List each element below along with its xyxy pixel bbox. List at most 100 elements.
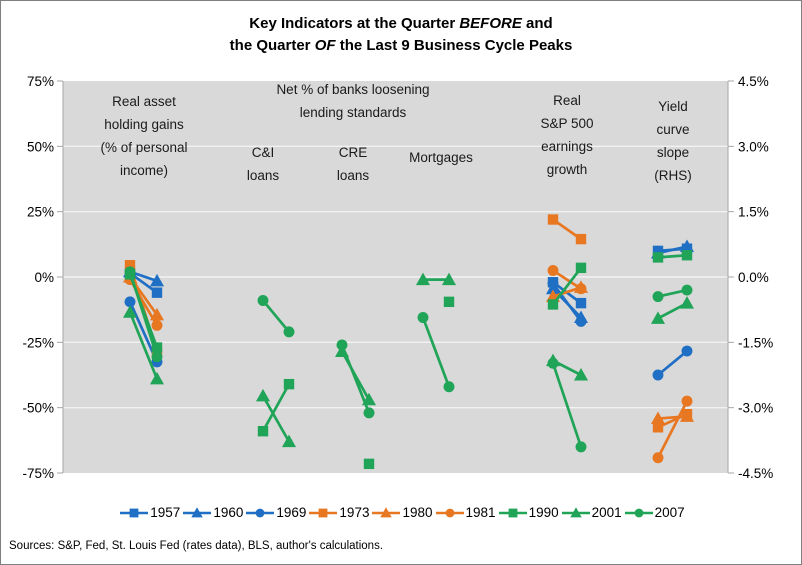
marker-triangle <box>281 434 297 448</box>
legend-item-2007: 2007 <box>624 505 685 520</box>
pair-line <box>657 415 688 420</box>
legend-marker-circle <box>624 508 653 517</box>
left-axis-label: 75% <box>27 74 54 89</box>
group-label-sp_earnings: growth <box>547 162 588 177</box>
pair-line <box>421 317 451 388</box>
series-2007-mortgages <box>417 312 455 393</box>
marker-circle <box>443 381 455 393</box>
marker-circle <box>151 319 163 331</box>
series-1980-yield_curve <box>650 409 695 425</box>
marker-triangle <box>415 272 431 286</box>
group-label-sp_earnings: earnings <box>541 139 593 154</box>
marker-circle <box>575 441 587 453</box>
marker-square <box>283 378 295 390</box>
group-label-cre_loans: CRE <box>339 145 368 160</box>
legend-item-1981: 1981 <box>435 505 496 520</box>
group-label-yield_curve: curve <box>656 122 689 137</box>
series-1990-yield_curve <box>652 250 693 263</box>
legend-marker-circle <box>435 508 464 517</box>
legend-item-2001: 2001 <box>561 505 622 520</box>
marker-square <box>681 250 693 261</box>
legend-label: 1981 <box>465 504 496 520</box>
legend-label: 1960 <box>213 504 244 520</box>
right-axis-label: 0.0% <box>738 270 769 285</box>
group-label-sp_earnings: S&P 500 <box>540 116 593 131</box>
legend-marker-square <box>309 508 338 517</box>
group-header-label: lending standards <box>300 105 407 120</box>
group-label-asset_gains: income) <box>120 163 168 178</box>
group-label-asset_gains: holding gains <box>104 117 184 132</box>
left-axis-label: 0% <box>34 270 54 285</box>
group-label-cre_loans: loans <box>337 168 370 183</box>
series-1969-yield_curve <box>652 345 693 381</box>
legend-label: 1969 <box>276 504 307 520</box>
marker-circle <box>547 357 559 369</box>
series-2007-asset_gains <box>124 266 163 363</box>
legend-item-1969: 1969 <box>245 505 306 520</box>
group-label-yield_curve: (RHS) <box>654 168 692 183</box>
marker-square <box>652 422 664 433</box>
plot-area-wrap: 75% 4.5% 50% 3.0% 25% 1.5% 0% 0.0% -25% -1.5% -50%… <box>1 67 801 499</box>
legend-marker-square <box>120 508 149 517</box>
series-1981-yield_curve <box>652 395 693 464</box>
group-label-yield_curve: Yield <box>658 99 688 114</box>
marker-square <box>151 342 163 353</box>
marker-triangle <box>573 367 589 381</box>
marker-triangle <box>679 409 695 422</box>
series-1990-mortgages <box>443 296 455 308</box>
marker-square <box>257 425 269 437</box>
series-2007-sp_earnings <box>547 357 587 453</box>
series-2001-mortgages <box>415 272 457 286</box>
marker-circle <box>336 339 348 351</box>
marker-circle <box>681 284 693 296</box>
marker-triangle <box>255 388 271 402</box>
legend-item-1973: 1973 <box>308 505 369 520</box>
marker-square <box>575 233 587 245</box>
pair-line <box>551 362 583 448</box>
pair-line <box>552 269 582 290</box>
left-axis-label: -25% <box>22 335 54 350</box>
series-1990-ci_loans <box>257 378 295 437</box>
marker-square <box>575 262 587 274</box>
pair-line <box>261 299 291 333</box>
group-label-asset_gains: (% of personal <box>100 140 187 155</box>
group-label-mortgages: Mortgages <box>409 150 473 165</box>
pair-line <box>128 271 159 358</box>
marker-square <box>124 260 136 271</box>
pair-line <box>261 383 291 432</box>
marker-triangle <box>149 273 165 287</box>
marker-circle <box>652 369 664 381</box>
legend-label: 1973 <box>339 504 370 520</box>
legend-item-1990: 1990 <box>498 505 559 520</box>
series-1973-sp_earnings <box>547 214 587 245</box>
marker-circle <box>547 265 559 276</box>
series-2007-cre_loans <box>336 339 375 419</box>
pair-line <box>261 395 291 443</box>
pair-line <box>340 344 371 414</box>
marker-circle <box>257 295 269 306</box>
marker-square <box>443 296 455 308</box>
marker-triangle <box>650 411 666 425</box>
legend-marker-triangle <box>372 506 401 517</box>
pair-line <box>657 350 688 377</box>
left-axis-label: -50% <box>22 401 54 416</box>
pair-line <box>551 282 583 323</box>
marker-triangle <box>441 272 457 286</box>
right-axis-label: -4.5% <box>738 466 773 481</box>
legend-item-1980: 1980 <box>371 505 433 520</box>
chart-title-line2: the Quarter OF the Last 9 Business Cycle… <box>229 37 573 54</box>
series-2007-ci_loans <box>257 295 295 338</box>
legend-label: 2007 <box>654 504 685 520</box>
marker-circle <box>363 407 375 419</box>
legend-marker-triangle <box>561 506 590 517</box>
marker-triangle <box>650 311 666 324</box>
legend-item-1960: 1960 <box>182 505 243 520</box>
marker-circle <box>151 351 163 363</box>
right-axis-label: 3.0% <box>738 139 769 154</box>
legend-label: 1957 <box>150 504 181 520</box>
chart-title-line1: Key Indicators at the Quarter BEFORE and <box>249 15 553 32</box>
marker-circle <box>681 345 693 357</box>
pair-line <box>657 245 688 255</box>
group-label-ci_loans: loans <box>247 168 280 183</box>
